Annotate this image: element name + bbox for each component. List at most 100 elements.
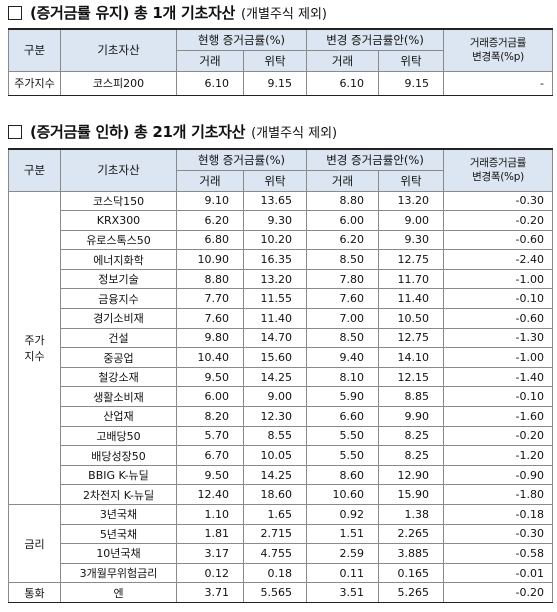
value-cell: 9.50 (176, 366, 244, 388)
value-cell: 8.55 (242, 425, 308, 447)
table-row: 주가 지수 코스닥150 9.10 13.65 8.80 13.20 -0.30 (8, 190, 554, 505)
value-cell: 13.20 (378, 190, 445, 212)
asset-cell: KRX300 (60, 210, 177, 231)
asset-cell: BBIG K-뉴딜 (60, 464, 177, 486)
value-cell: 1.81 (176, 523, 244, 545)
table-row: 건설 9.80 14.70 8.50 12.75 -1.30 (9, 327, 554, 349)
value-cell: 7.80 (306, 268, 380, 290)
value-cell: 6.10 (176, 70, 244, 96)
table-row: 유로스톡스50 6.80 10.20 6.20 9.30 -0.60 (9, 229, 554, 251)
section-title: (증거금률 인하) 총 21개 기초자산 (개별주식 제외) (8, 121, 337, 142)
title-main: (증거금률 인하) 총 21개 기초자산 (30, 123, 246, 141)
value-cell: 7.70 (176, 288, 244, 310)
value-cell: 0.12 (176, 562, 244, 584)
value-cell: 14.25 (242, 366, 308, 388)
value-cell: 12.75 (378, 249, 445, 270)
text-line: 금리 (24, 537, 45, 551)
header-cell: 위탁 (242, 169, 308, 192)
header-cell: 구분 (8, 28, 61, 72)
table-row: 2차전지 K-뉴딜 12.40 18.60 10.60 15.90 -1.80 (9, 484, 554, 505)
text-line: 거래증거금률 (469, 37, 527, 50)
text-line: 변경폭(%p) (472, 51, 524, 64)
value-cell: -0.18 (443, 504, 554, 525)
value-cell: 1.38 (378, 504, 445, 525)
value-cell: 12.90 (378, 464, 445, 486)
value-cell: -0.60 (443, 229, 554, 251)
value-cell: 2.265 (378, 523, 445, 545)
text-line: 통화 (24, 586, 45, 600)
table-row: 정보기술 8.80 13.20 7.80 11.70 -1.00 (9, 268, 554, 290)
asset-cell: 3개월무위험금리 (60, 562, 177, 584)
header-cell: 거래 (306, 49, 380, 72)
margin-table: 구분 기초자산 현행 증거금률(%) 변경 증거금률안(%) 거래증거금률 변경폭(%p)… (8, 148, 554, 603)
value-cell: 1.51 (306, 523, 380, 545)
table-row: 금융지수 7.70 11.55 7.60 11.40 -0.10 (9, 288, 554, 310)
value-cell: 7.60 (176, 308, 244, 329)
value-cell: 10.40 (176, 347, 244, 368)
value-cell: -0.20 (443, 210, 554, 231)
value-cell: 9.30 (378, 229, 445, 251)
value-cell: 5.50 (306, 425, 380, 447)
value-cell: 0.18 (242, 562, 308, 584)
value-cell: 14.10 (378, 347, 445, 368)
table-row: 산업재 8.20 12.30 6.60 9.90 -1.60 (9, 406, 554, 427)
asset-cell: 금융지수 (60, 288, 177, 310)
value-cell: 8.25 (378, 445, 445, 466)
header-cell: 기초자산 (60, 28, 177, 72)
table-row: 철강소재 9.50 14.25 8.10 12.15 -1.40 (9, 366, 554, 388)
asset-cell: 정보기술 (60, 268, 177, 290)
header-row: 구분 기초자산 현행 증거금률(%) 변경 증거금률안(%) 거래증거금률 변경폭(%p) (8, 28, 554, 72)
value-cell: -0.20 (443, 425, 554, 447)
value-cell: -0.10 (443, 386, 554, 408)
value-cell: 3.885 (378, 543, 445, 564)
table-header: 구분 기초자산 현행 증거금률(%) 변경 증거금률안(%) 거래증거금률 변경폭(%p)… (8, 28, 554, 72)
value-cell: 7.60 (306, 288, 380, 310)
value-cell: 6.60 (306, 406, 380, 427)
header-cell: 현행 증거금률(%) (175, 148, 308, 171)
text-line: 주가지수 (14, 77, 55, 90)
group-cell: 금리 (8, 503, 61, 584)
value-cell: 1.65 (242, 504, 308, 525)
value-cell: -0.58 (443, 543, 554, 564)
value-cell: 9.15 (378, 70, 445, 96)
value-cell: 8.85 (378, 386, 445, 408)
table-row: 3개월무위험금리 0.12 0.18 0.11 0.165 -0.01 (9, 562, 554, 584)
header-cell: 변경 증거금률안(%) (306, 28, 445, 51)
value-cell: -0.10 (443, 288, 554, 310)
value-cell: 11.55 (242, 288, 308, 310)
value-cell: 12.75 (378, 327, 445, 349)
table-row: 5년국채 1.81 2.715 1.51 2.265 -0.30 (9, 523, 554, 545)
value-cell: 8.80 (176, 268, 244, 290)
checkbox-icon (8, 124, 22, 139)
value-cell: 18.60 (242, 484, 308, 505)
value-cell: -2.40 (443, 249, 554, 270)
value-cell: 12.40 (176, 484, 244, 505)
header-row: 거래 위탁 거래 위탁 (9, 49, 553, 72)
value-cell: 8.25 (378, 425, 445, 447)
value-cell: 8.50 (306, 249, 380, 270)
value-cell: 6.20 (306, 229, 380, 251)
text-line: 변경폭(%p) (472, 171, 524, 184)
margin-table: 구분 기초자산 현행 증거금률(%) 변경 증거금률안(%) 거래증거금률 변경폭(%p)… (8, 28, 554, 96)
value-cell: -1.30 (443, 327, 554, 349)
value-cell: 13.65 (242, 190, 308, 212)
asset-cell: 2차전지 K-뉴딜 (60, 484, 177, 505)
header-cell: 거래 (306, 169, 380, 192)
value-cell: 9.15 (242, 70, 308, 96)
value-cell: 12.15 (378, 366, 445, 388)
table-header: 구분 기초자산 현행 증거금률(%) 변경 증거금률안(%) 거래증거금률 변경폭(%p)… (8, 148, 554, 192)
value-cell: 5.70 (176, 425, 244, 447)
value-cell: 5.50 (306, 445, 380, 466)
value-cell: 9.90 (378, 406, 445, 427)
header-row: 구분 기초자산 현행 증거금률(%) 변경 증거금률안(%) 거래증거금률 변경폭(%p) (8, 148, 554, 192)
value-cell: 2.59 (306, 543, 380, 564)
value-cell: 5.90 (306, 386, 380, 408)
value-cell: 6.20 (176, 210, 244, 231)
value-cell: 10.50 (378, 308, 445, 329)
asset-cell: 유로스톡스50 (60, 229, 177, 251)
value-cell: 4.755 (242, 543, 308, 564)
table-body: 주가 지수 코스닥150 9.10 13.65 8.80 13.20 -0.30 KRX300 6… (8, 190, 554, 603)
asset-cell: 경기소비재 (60, 308, 177, 329)
value-cell: -0.90 (443, 464, 554, 486)
